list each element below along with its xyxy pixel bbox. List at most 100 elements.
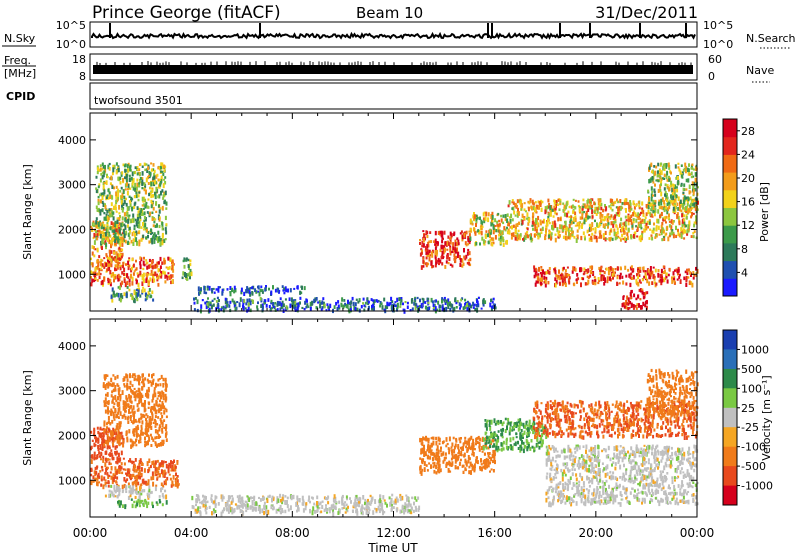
power-cell bbox=[630, 297, 632, 300]
power-cell bbox=[150, 162, 152, 164]
velocity-cell bbox=[166, 416, 168, 419]
velocity-cell bbox=[163, 378, 165, 382]
power-cell bbox=[512, 199, 514, 201]
power-cell bbox=[621, 227, 623, 232]
power-cell bbox=[477, 301, 479, 305]
power-cell bbox=[172, 274, 174, 278]
velocity-cell bbox=[245, 501, 247, 503]
power-cell bbox=[651, 206, 653, 210]
power-cell bbox=[527, 228, 529, 231]
velocity-cell bbox=[132, 442, 134, 446]
power-cell bbox=[202, 299, 204, 301]
power-cell bbox=[559, 234, 561, 238]
power-cell bbox=[671, 231, 673, 235]
power-cell bbox=[133, 178, 135, 183]
power-cell bbox=[110, 226, 112, 230]
power-cell bbox=[592, 281, 594, 285]
power-cell bbox=[127, 164, 129, 168]
power-cell bbox=[422, 298, 424, 300]
power-cell bbox=[660, 163, 662, 166]
power-cell bbox=[661, 170, 663, 175]
power-cell bbox=[205, 292, 207, 295]
power-cell bbox=[162, 206, 164, 211]
power-cell bbox=[587, 215, 589, 219]
power-cell bbox=[441, 236, 443, 239]
power-cell bbox=[131, 207, 133, 210]
power-cell bbox=[147, 211, 149, 214]
power-cell bbox=[459, 263, 461, 267]
power-cell bbox=[352, 297, 354, 301]
power-cell bbox=[101, 246, 103, 250]
power-cell bbox=[126, 212, 128, 216]
power-cell bbox=[171, 265, 173, 270]
power-cell bbox=[673, 184, 675, 187]
power-cell bbox=[290, 288, 292, 292]
velocity-cell bbox=[382, 495, 384, 499]
velocity-cell bbox=[164, 470, 166, 473]
power-cell bbox=[547, 281, 549, 284]
velocity-cell bbox=[370, 500, 372, 504]
power-cell bbox=[430, 261, 432, 266]
power-cell bbox=[678, 196, 680, 201]
power-cell bbox=[598, 237, 600, 239]
power-cell bbox=[338, 305, 340, 308]
power-cell bbox=[150, 182, 152, 187]
nsearch-tick-bottom: 10^0 bbox=[703, 38, 733, 51]
power-cell bbox=[156, 174, 158, 177]
power-cell bbox=[573, 283, 575, 287]
power-cell bbox=[508, 204, 510, 207]
velocity-cell bbox=[133, 392, 135, 396]
power-cell bbox=[540, 228, 542, 231]
power-cell bbox=[212, 300, 214, 302]
power-cell bbox=[121, 281, 123, 285]
power-cell bbox=[585, 213, 587, 218]
power-cell bbox=[304, 286, 306, 290]
power-cell bbox=[143, 203, 145, 205]
power-cell bbox=[583, 203, 585, 205]
power-cell bbox=[124, 212, 126, 217]
velocity-cell bbox=[148, 374, 150, 377]
power-cell bbox=[132, 242, 134, 246]
power-cell bbox=[546, 271, 548, 274]
velocity-cell bbox=[130, 415, 132, 418]
power-cell bbox=[227, 288, 229, 291]
power-cell bbox=[159, 273, 161, 276]
velocity-cell bbox=[149, 419, 151, 423]
power-cell bbox=[687, 269, 689, 272]
power-cell bbox=[507, 213, 509, 217]
power-cell bbox=[640, 282, 642, 284]
velocity-cell bbox=[131, 409, 133, 413]
power-cell bbox=[596, 213, 598, 216]
velocity-cell bbox=[91, 454, 93, 459]
power-cell bbox=[691, 283, 693, 288]
power-cell bbox=[217, 303, 219, 307]
power-cell bbox=[127, 219, 129, 224]
power-cell bbox=[653, 231, 655, 234]
power-cell bbox=[633, 304, 635, 307]
velocity-cell bbox=[110, 384, 112, 387]
velocity-cell bbox=[135, 444, 137, 446]
power-cell bbox=[233, 301, 235, 305]
power-cell bbox=[667, 186, 669, 188]
velocity-cell bbox=[114, 429, 116, 431]
power-cell bbox=[96, 189, 98, 193]
velocity-cell bbox=[137, 427, 139, 430]
velocity-cell bbox=[134, 465, 136, 469]
power-cell bbox=[126, 293, 128, 298]
power-cell bbox=[481, 237, 483, 241]
power-cell bbox=[491, 306, 493, 309]
velocity-cell bbox=[288, 508, 290, 511]
velocity-cell bbox=[115, 480, 117, 483]
power-cell bbox=[145, 205, 147, 208]
power-cell bbox=[637, 212, 639, 216]
power-cell bbox=[245, 302, 247, 305]
power-cell bbox=[109, 214, 111, 218]
velocity-cell bbox=[126, 374, 128, 378]
power-cell bbox=[172, 279, 174, 284]
colorbar-swatch bbox=[723, 261, 737, 279]
power-cell bbox=[111, 226, 113, 228]
power-cell bbox=[526, 212, 528, 217]
power-cell bbox=[591, 209, 593, 214]
power-cell bbox=[628, 297, 630, 301]
velocity-cell bbox=[135, 439, 137, 442]
